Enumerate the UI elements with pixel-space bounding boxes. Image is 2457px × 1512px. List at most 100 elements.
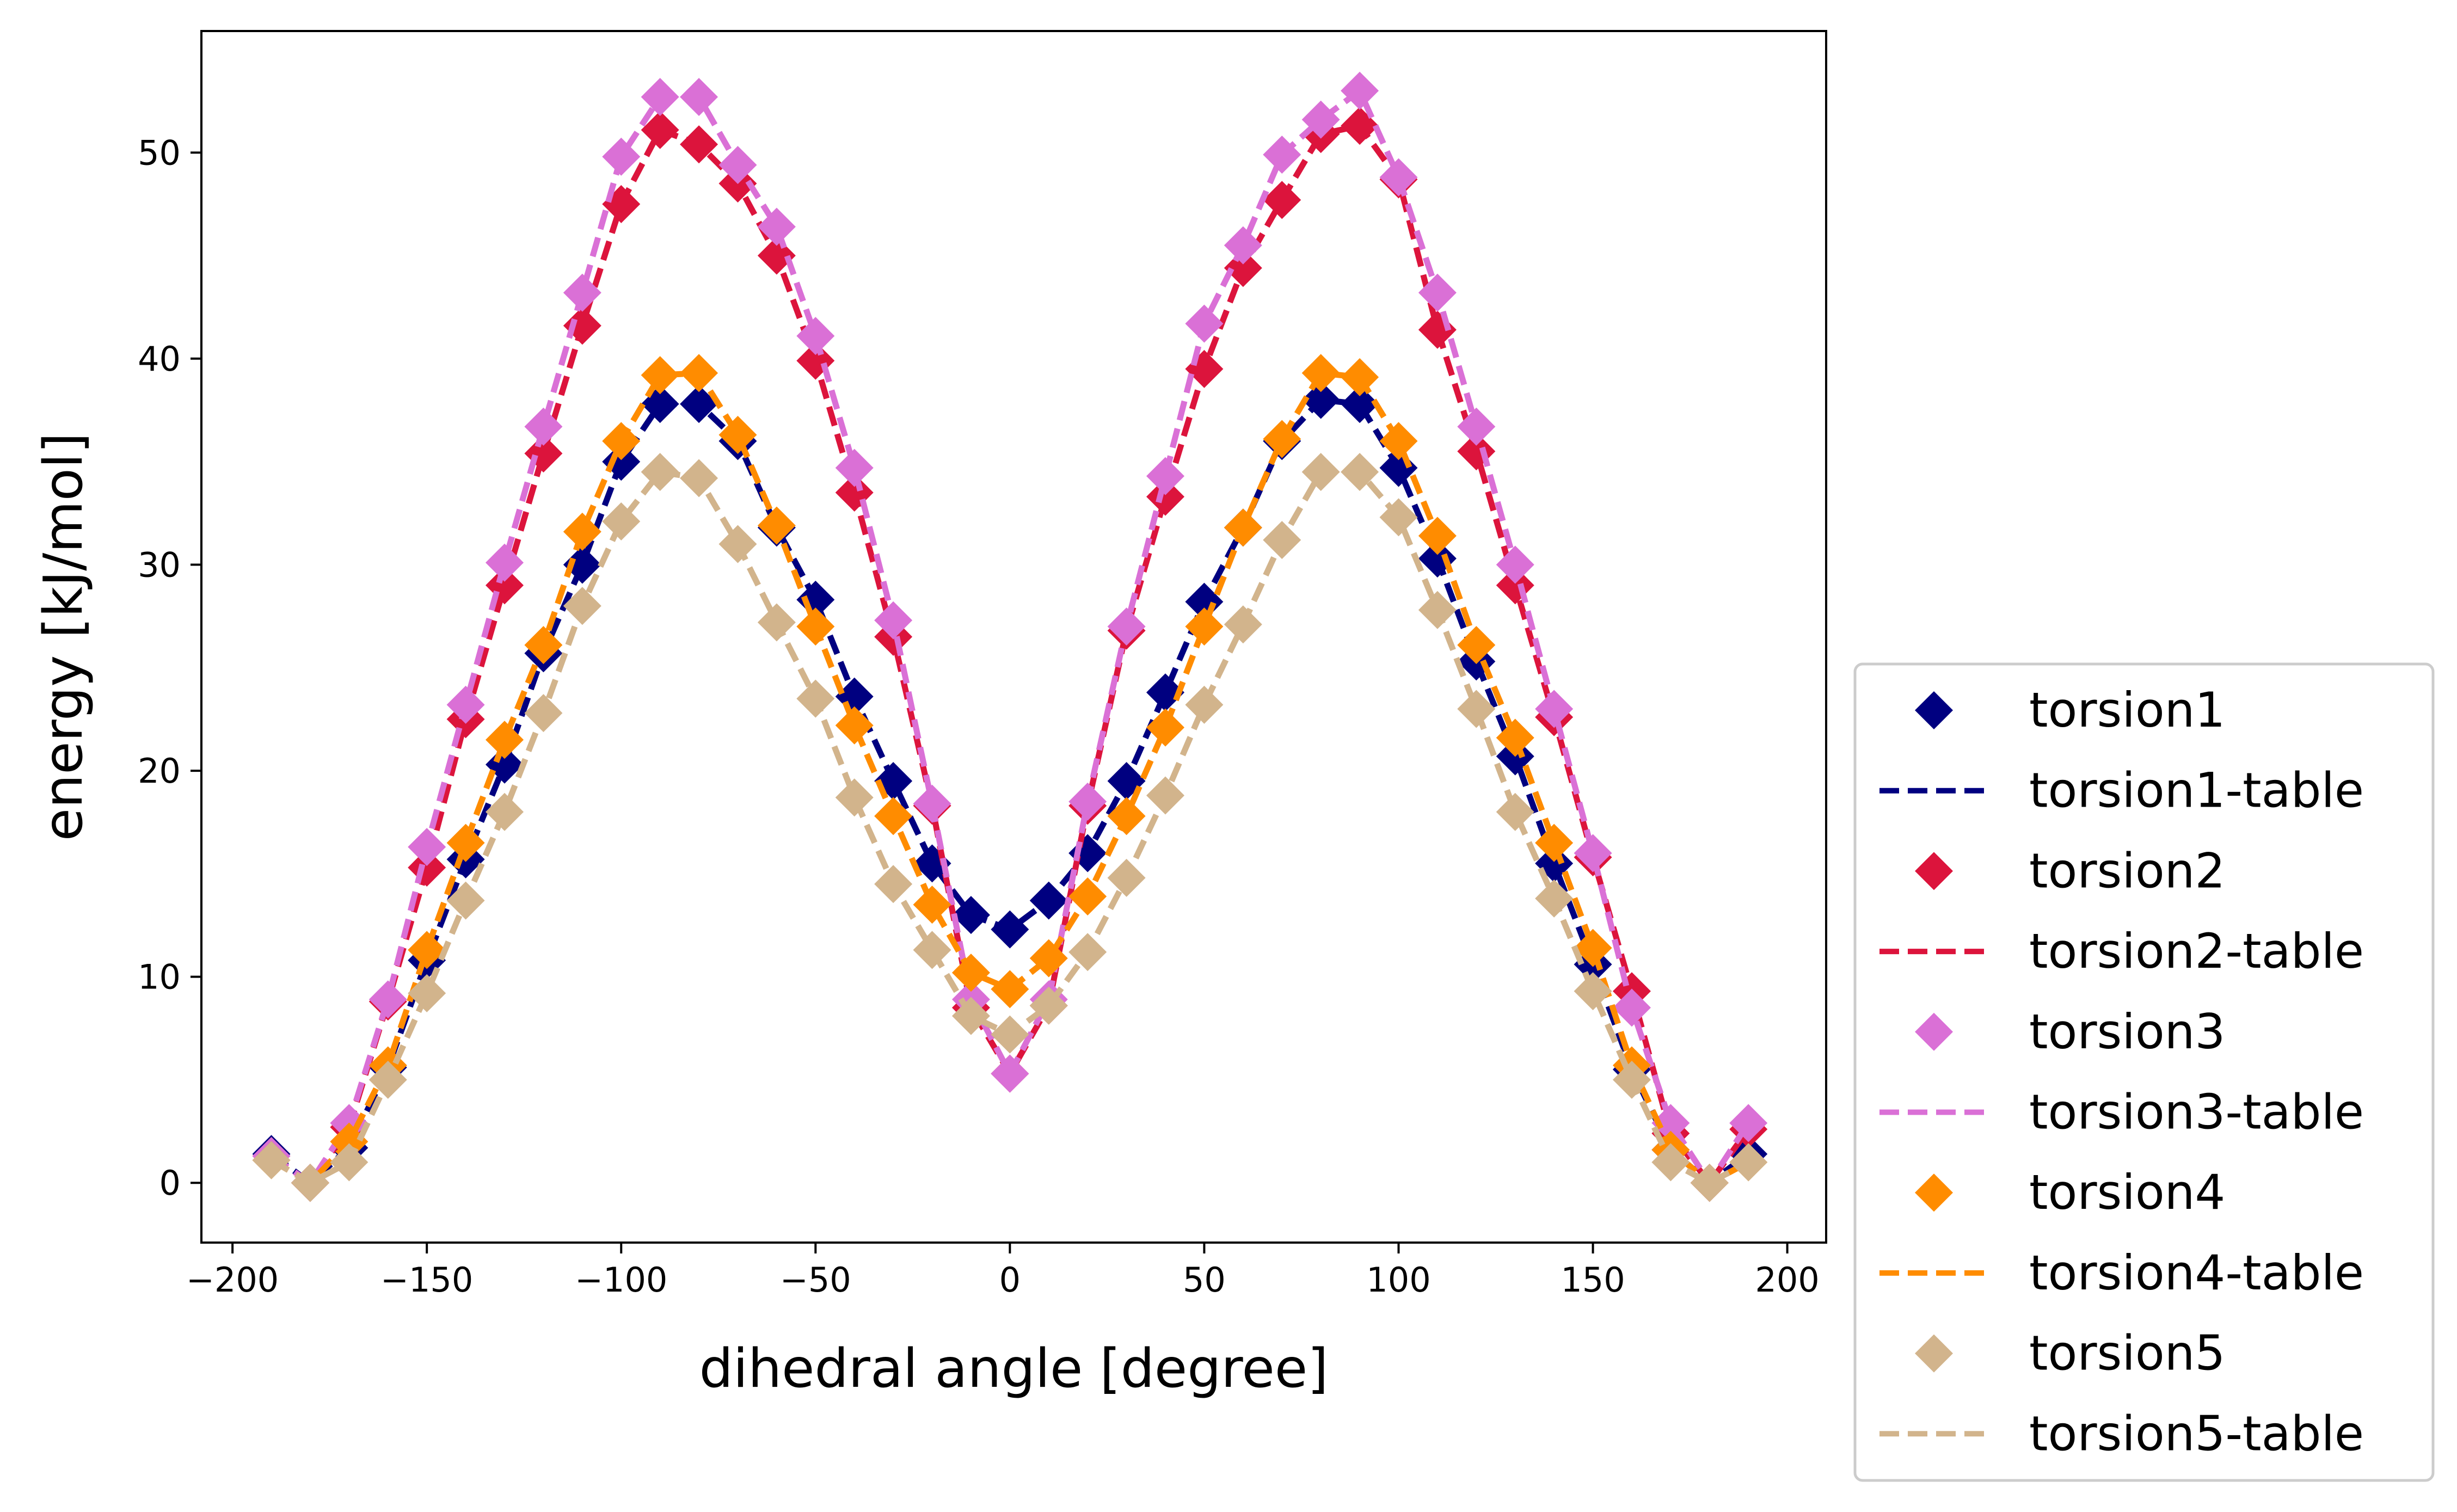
data-point [408, 974, 446, 1012]
legend-marker [1915, 691, 1953, 729]
data-point [1535, 823, 1574, 862]
x-tick-label: 200 [1755, 1260, 1819, 1300]
data-point [718, 525, 757, 563]
data-point [796, 679, 835, 718]
data-point [1146, 457, 1185, 495]
data-point [1029, 986, 1068, 1025]
y-axis-label: energy [kJ/mol] [33, 433, 95, 841]
data-point [330, 1143, 368, 1182]
data-point [1535, 879, 1574, 918]
data-point [796, 317, 835, 355]
data-point [1107, 797, 1146, 835]
data-point [757, 603, 796, 642]
data-point [1301, 354, 1340, 392]
data-point [563, 306, 601, 345]
legend-label: torsion2-table [2029, 923, 2364, 979]
data-point [874, 865, 913, 903]
data-point [524, 694, 563, 733]
x-tick-label: 50 [1183, 1260, 1226, 1300]
x-tick-label: −200 [186, 1260, 279, 1300]
x-tick-label: −100 [575, 1260, 667, 1300]
data-point [602, 502, 641, 540]
legend-label: torsion5 [2029, 1325, 2225, 1381]
x-tick-label: 0 [999, 1260, 1021, 1300]
data-point [1418, 273, 1457, 312]
data-point [1379, 498, 1418, 537]
data-point [1263, 420, 1301, 458]
data-point [486, 745, 524, 784]
data-point [641, 110, 679, 149]
data-point [835, 778, 874, 817]
data-point [641, 356, 679, 395]
legend-box [1853, 662, 2435, 1482]
legend-marker [1915, 852, 1953, 890]
data-point [1341, 453, 1379, 491]
legend: torsion1 torsion1-table torsion2 torsion2-t… [1853, 662, 2435, 1482]
data-point [1457, 690, 1496, 728]
x-axis-label: dihedral angle [degree] [699, 1338, 1329, 1400]
data-point [1574, 929, 1612, 967]
data-point [991, 1015, 1029, 1054]
data-point [563, 273, 601, 312]
data-point [718, 416, 757, 454]
data-point [408, 931, 446, 969]
data-point [680, 459, 718, 497]
y-axis: 0 10 20 30 40 50 [138, 133, 201, 1203]
legend-label: torsion1 [2029, 682, 2225, 738]
legend-label: torsion3 [2029, 1004, 2225, 1060]
data-point [1029, 881, 1068, 920]
data-point [1341, 385, 1379, 423]
data-point [951, 896, 990, 935]
y-tick-label: 20 [138, 751, 181, 791]
data-point [252, 1141, 291, 1179]
data-point [1496, 792, 1534, 831]
data-point [951, 954, 990, 992]
x-tick-label: 150 [1561, 1260, 1625, 1300]
data-point [1185, 304, 1224, 343]
data-point [1457, 626, 1496, 665]
y-tick-label: 40 [138, 339, 181, 379]
data-point [1574, 972, 1612, 1011]
legend-marker [1915, 1173, 1953, 1212]
data-point [1612, 988, 1651, 1027]
data-point [602, 422, 641, 460]
plot-frame [200, 30, 1827, 1244]
data-point [1029, 939, 1068, 978]
data-point [602, 442, 641, 481]
data-point [1496, 718, 1534, 757]
data-point [718, 146, 757, 185]
data-point [1379, 422, 1418, 460]
data-point [1185, 607, 1224, 646]
series-layer [252, 71, 1768, 1202]
data-point [874, 601, 913, 640]
data-point [913, 931, 951, 969]
x-axis: −200 −150 −100 −50 0 50 100 150 200 [186, 1243, 1820, 1300]
data-point [757, 506, 796, 545]
data-point [1107, 858, 1146, 897]
data-point [680, 78, 718, 116]
legend-label: torsion5-table [2029, 1405, 2364, 1461]
data-point [1146, 708, 1185, 747]
data-point [602, 137, 641, 176]
data-point [1301, 453, 1340, 491]
data-point [1146, 776, 1185, 815]
data-point [1341, 107, 1379, 145]
data-point [1301, 380, 1340, 419]
data-point [951, 997, 990, 1035]
data-point [563, 512, 601, 551]
data-point [524, 626, 563, 665]
data-point [1651, 1104, 1690, 1142]
data-point [680, 354, 718, 392]
data-point [991, 970, 1029, 1009]
data-point [1263, 521, 1301, 560]
data-point [913, 784, 951, 823]
data-point [524, 407, 563, 446]
data-point [446, 823, 485, 862]
data-point [368, 1060, 407, 1099]
data-point [1341, 71, 1379, 110]
data-point [913, 886, 951, 924]
data-point [1690, 1164, 1729, 1202]
data-point [1418, 517, 1457, 555]
data-point [1185, 685, 1224, 724]
data-point [486, 543, 524, 582]
